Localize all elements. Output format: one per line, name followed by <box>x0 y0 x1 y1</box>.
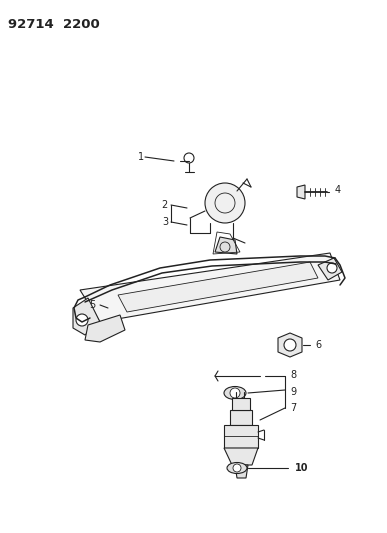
Text: 3: 3 <box>162 217 168 227</box>
Circle shape <box>327 263 337 273</box>
Polygon shape <box>278 333 302 357</box>
Text: 5: 5 <box>89 300 95 310</box>
Text: 92714  2200: 92714 2200 <box>8 18 100 31</box>
Text: 7: 7 <box>290 403 296 413</box>
Polygon shape <box>224 448 258 465</box>
Polygon shape <box>232 398 250 410</box>
Polygon shape <box>118 262 318 312</box>
Circle shape <box>284 339 296 351</box>
Text: 10: 10 <box>295 463 308 473</box>
Ellipse shape <box>224 386 246 400</box>
Text: 4: 4 <box>335 185 341 195</box>
Polygon shape <box>215 237 237 254</box>
Circle shape <box>230 388 240 398</box>
Text: 1: 1 <box>138 152 144 162</box>
Text: 2: 2 <box>162 200 168 210</box>
Text: 6: 6 <box>315 340 321 350</box>
Circle shape <box>76 314 88 326</box>
Circle shape <box>233 464 241 472</box>
Text: 9: 9 <box>290 387 296 397</box>
Polygon shape <box>224 425 258 448</box>
Polygon shape <box>318 258 342 280</box>
Polygon shape <box>73 298 100 335</box>
Polygon shape <box>80 253 340 322</box>
Circle shape <box>205 183 245 223</box>
Polygon shape <box>230 410 252 425</box>
Polygon shape <box>297 185 305 199</box>
Polygon shape <box>85 315 125 342</box>
Text: 8: 8 <box>290 370 296 380</box>
Polygon shape <box>235 465 248 478</box>
Ellipse shape <box>227 463 247 473</box>
